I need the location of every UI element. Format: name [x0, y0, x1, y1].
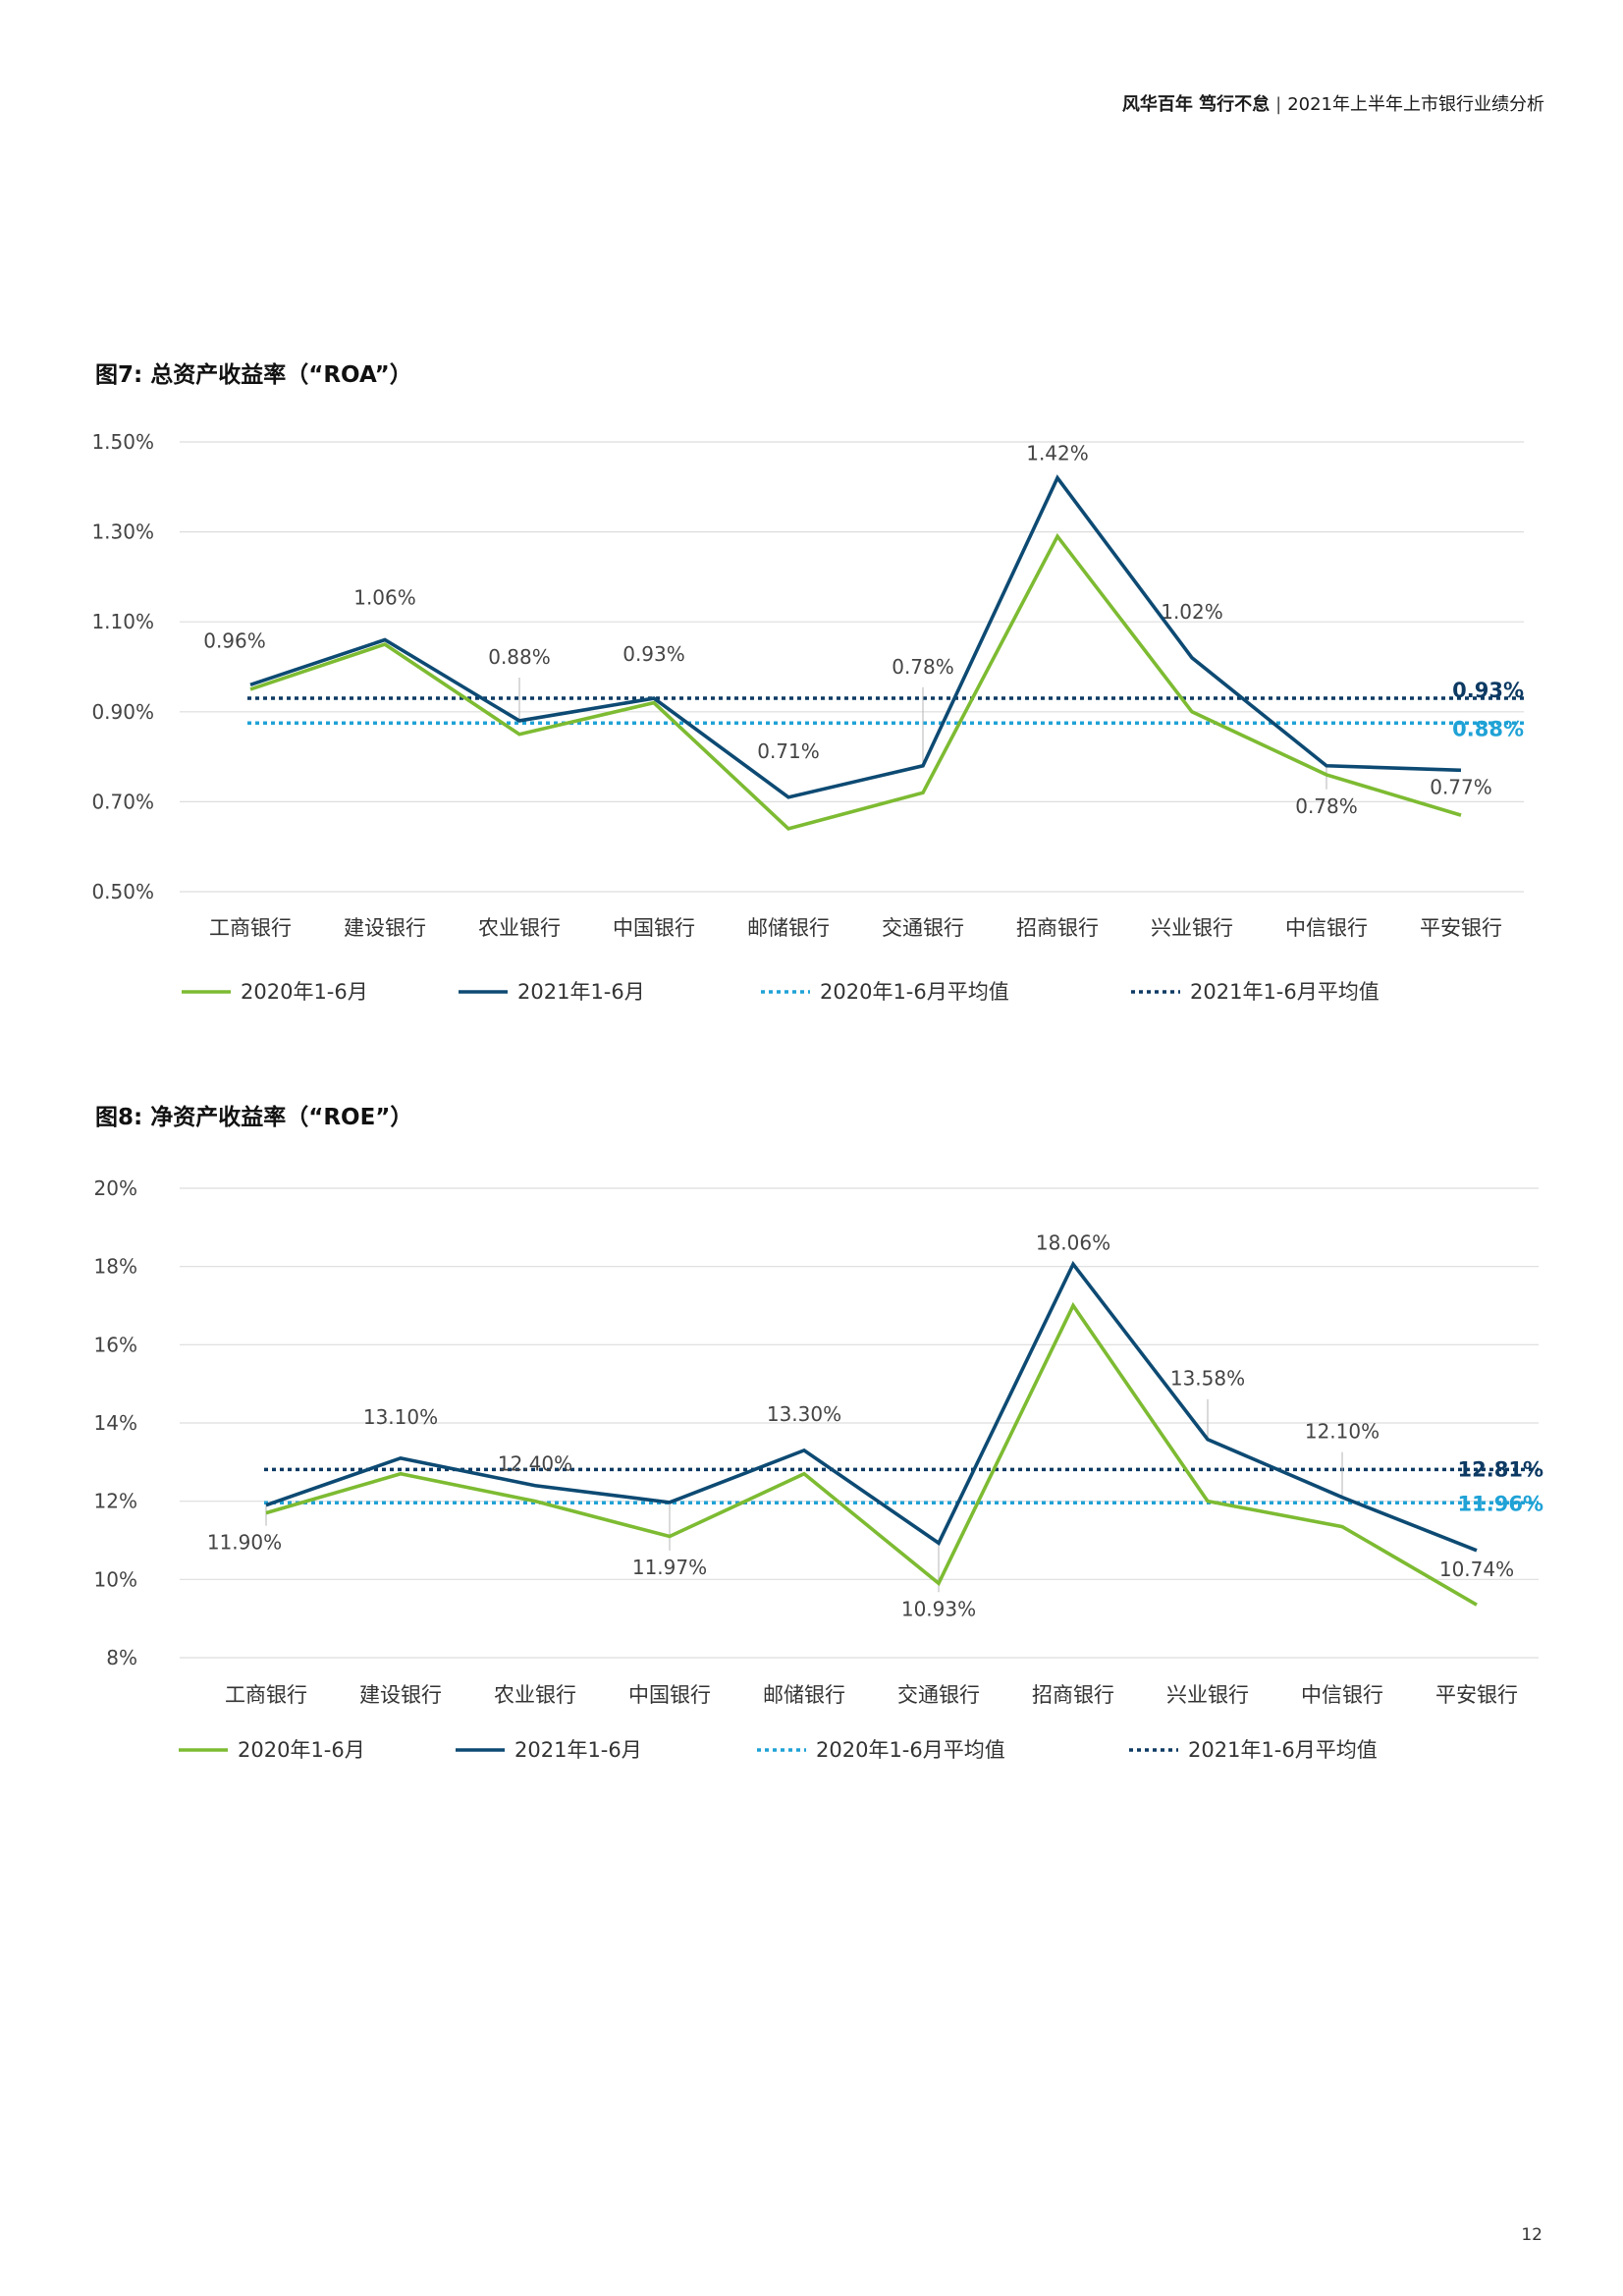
legend-label: 2020年1-6月 [238, 1738, 365, 1762]
y-tick-label: 0.90% [91, 700, 154, 724]
data-label: 10.74% [1439, 1558, 1514, 1581]
legend-label: 2020年1-6月 [241, 980, 368, 1004]
x-tick-label: 中信银行 [1301, 1683, 1383, 1707]
data-label: 13.30% [767, 1402, 841, 1426]
legend-label: 2020年1-6月平均值 [820, 980, 1009, 1004]
x-tick-label: 招商银行 [1016, 916, 1099, 940]
x-tick-label: 兴业银行 [1166, 1683, 1249, 1707]
y-tick-label: 1.50% [91, 430, 154, 454]
x-tick-label: 兴业银行 [1151, 916, 1233, 940]
data-label: 10.93% [901, 1597, 976, 1620]
data-label: 12.10% [1305, 1420, 1380, 1444]
x-tick-label: 建设银行 [344, 916, 426, 940]
x-tick-label: 中国银行 [628, 1683, 711, 1707]
data-label: 13.10% [363, 1405, 438, 1429]
y-tick-label: 18% [94, 1255, 137, 1279]
series-line [249, 532, 1462, 831]
data-label: 18.06% [1036, 1230, 1110, 1254]
average-value-label: 0.93% [1452, 679, 1524, 702]
data-label: 1.06% [353, 586, 416, 610]
x-tick-label: 平安银行 [1420, 916, 1502, 940]
legend-label: 2020年1-6月平均值 [816, 1738, 1005, 1762]
data-label: 0.88% [488, 645, 551, 669]
average-value-label: 11.96% [1458, 1492, 1543, 1515]
y-tick-label: 20% [94, 1176, 137, 1200]
data-label: 0.78% [1295, 794, 1358, 818]
header-title-rest: 2021年上半年上市银行业绩分析 [1287, 94, 1544, 115]
series-line [249, 474, 1462, 799]
x-tick-label: 工商银行 [225, 1683, 307, 1707]
legend-label: 2021年1-6月平均值 [1188, 1738, 1378, 1762]
y-tick-label: 1.30% [91, 520, 154, 544]
header-title-bold: 风华百年 笃行不怠 [1121, 94, 1271, 115]
x-tick-label: 交通银行 [882, 916, 964, 940]
data-label: 0.93% [622, 642, 685, 666]
y-tick-label: 16% [94, 1333, 137, 1356]
chart-roe: 8% 10% 12% 14% 16% 18% 20% 工商银行 建设银行 农业银行 中国银行 邮储银行… [94, 1176, 1543, 1762]
x-tick-label: 平安银行 [1435, 1683, 1518, 1707]
y-tick-label: 10% [94, 1567, 137, 1591]
series-line [265, 1301, 1478, 1607]
average-value-label: 0.88% [1452, 717, 1524, 740]
data-label: 0.96% [203, 629, 266, 652]
x-tick-label: 工商银行 [209, 916, 292, 940]
x-tick-label: 农业银行 [494, 1683, 576, 1707]
y-tick-label: 1.10% [91, 610, 154, 633]
y-tick-label: 0.70% [91, 790, 154, 813]
y-tick-label: 14% [94, 1411, 137, 1435]
x-tick-label: 建设银行 [359, 1683, 442, 1707]
x-tick-label: 邮储银行 [747, 916, 830, 940]
data-label: 0.77% [1430, 775, 1492, 798]
y-tick-label: 0.50% [91, 880, 154, 903]
x-tick-label: 交通银行 [897, 1683, 980, 1707]
data-label: 12.40% [498, 1452, 572, 1476]
data-label: 11.90% [207, 1531, 282, 1555]
data-label: 0.71% [757, 739, 820, 763]
x-tick-label: 邮储银行 [763, 1683, 845, 1707]
data-label: 1.42% [1026, 442, 1089, 465]
legend-label: 2021年1-6月平均值 [1190, 980, 1380, 1004]
chart-roe-title: 图8: 净资产收益率（“ROE”） [95, 1105, 413, 1130]
data-label: 11.97% [632, 1556, 707, 1579]
average-value-label: 12.81% [1458, 1457, 1543, 1481]
x-tick-label: 招商银行 [1032, 1683, 1114, 1707]
legend-label: 2021年1-6月 [517, 980, 645, 1004]
series-line [265, 1260, 1478, 1553]
x-tick-label: 农业银行 [478, 916, 561, 940]
y-tick-label: 8% [106, 1646, 137, 1669]
data-label: 13.58% [1170, 1367, 1245, 1391]
x-tick-label: 中国银行 [613, 916, 695, 940]
page-number: 12 [1521, 2225, 1542, 2245]
header-separator: | [1275, 94, 1282, 115]
data-label: 0.78% [892, 655, 954, 679]
y-tick-label: 12% [94, 1490, 137, 1513]
chart-roa: 0.50% 0.70% 0.90% 1.10% 1.30% 1.50% 工商银行 建设银行 农业… [91, 430, 1524, 1004]
data-label: 1.02% [1161, 600, 1223, 624]
x-tick-label: 中信银行 [1285, 916, 1368, 940]
chart-roa-title: 图7: 总资产收益率（“ROA”） [95, 362, 412, 388]
legend-label: 2021年1-6月 [514, 1738, 642, 1762]
page-header: 风华百年 笃行不怠 | 2021年上半年上市银行业绩分析 [1122, 90, 1544, 116]
